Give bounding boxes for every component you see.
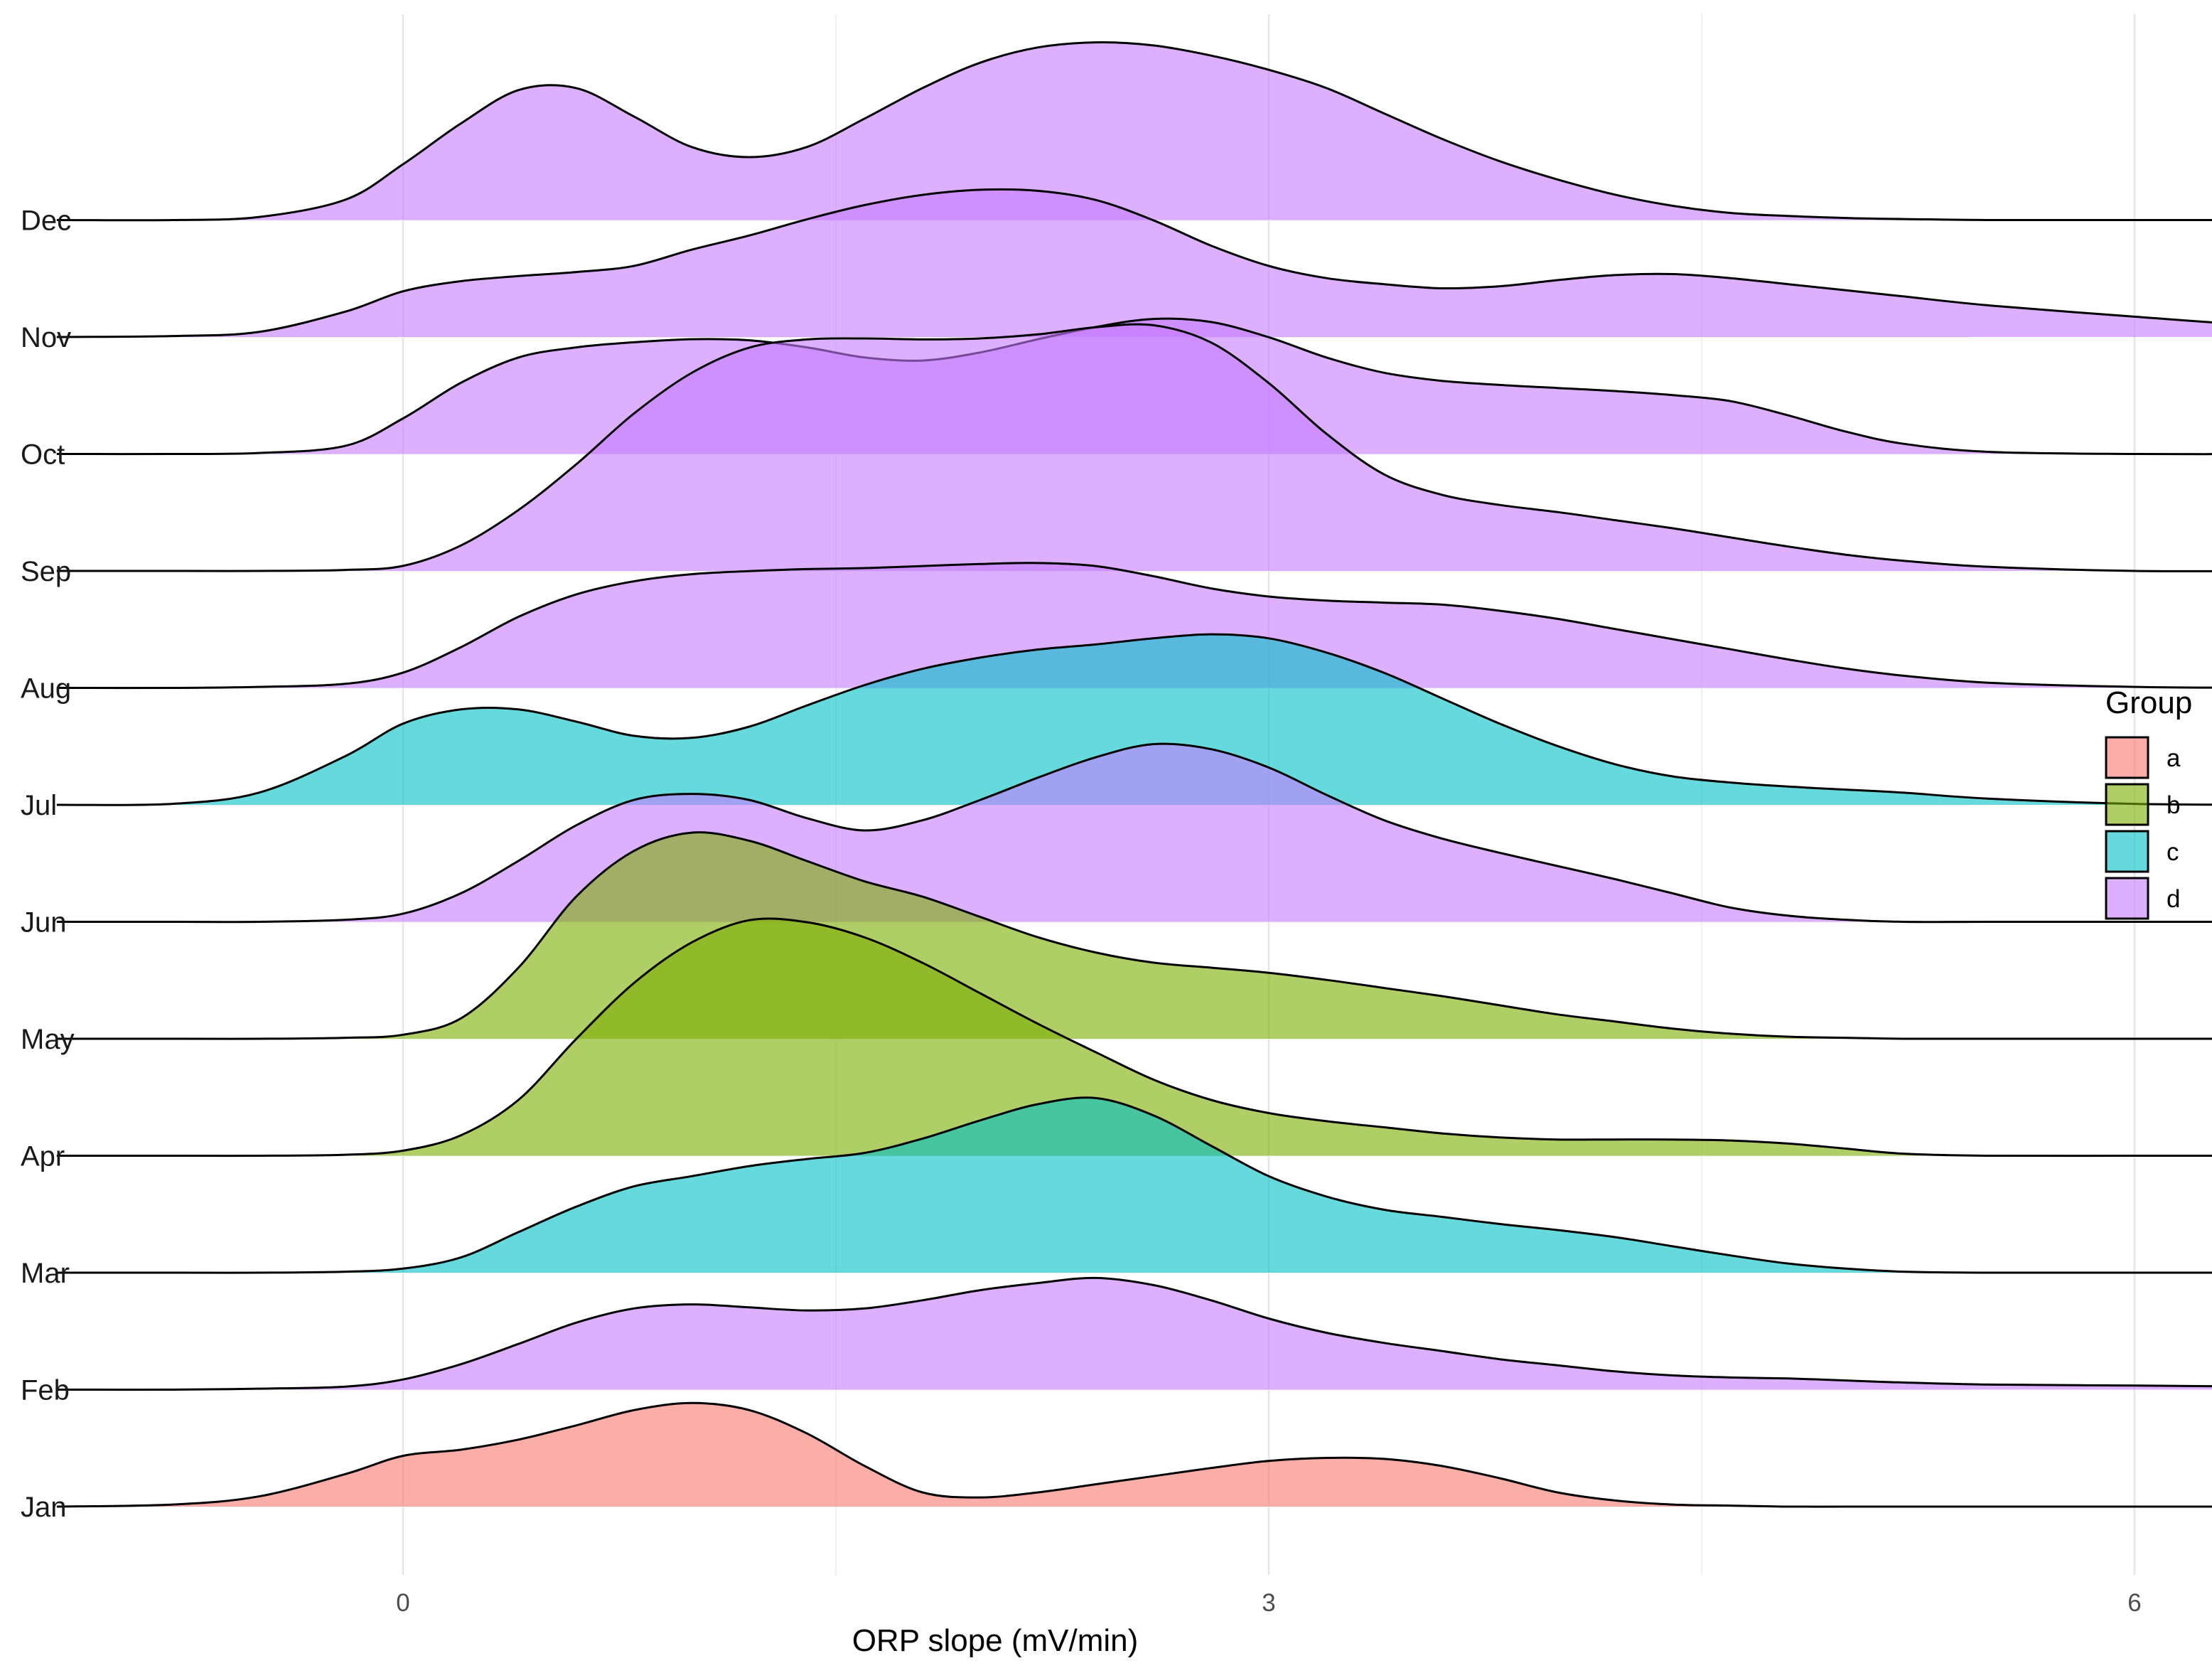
ridge-fill-may [56,832,2212,1039]
legend-key-d [2105,877,2149,920]
ridge-outline-aug [56,562,2212,690]
ridge-outline-jun [56,742,2212,924]
y-label-may: May [21,1024,75,1055]
ridge-outline-jul [56,633,2212,806]
y-label-aug: Aug [21,673,71,705]
x-tick-label: 3 [1262,1589,1275,1617]
ridge-fill-jul [56,634,2212,806]
ridge-sep [56,323,2212,572]
ridge-fill-aug [56,562,2212,688]
ridge-fill-mar [56,1097,2212,1273]
x-tick-label: 6 [2127,1589,2141,1617]
legend-key-a [2105,736,2149,779]
y-label-mar: Mar [21,1258,70,1289]
y-axis-labels: Jan Feb Mar Apr May Jun Jul Aug Sep Oct Nov Dec [21,205,75,1524]
x-axis-tick-labels: 0 3 6 [396,1589,2141,1617]
ridge-outline-mar [56,1096,2212,1274]
y-label-jun: Jun [21,907,67,939]
legend-label-a: a [2167,744,2181,772]
ridge-jan [56,1401,2212,1508]
y-label-feb: Feb [21,1375,70,1406]
y-label-nov: Nov [21,322,71,353]
y-label-apr: Apr [21,1141,65,1172]
legend-key-c [2105,830,2149,873]
ridge-fill-sep [56,324,2212,572]
ridge-fill-dec [56,42,2212,220]
ridge-outline-sep [56,323,2212,572]
ridge-outline-feb [56,1276,2212,1391]
ridge-fill-feb [56,1278,2212,1390]
y-label-sep: Sep [21,556,71,587]
ridge-outline-apr [56,917,2212,1158]
x-tick-label: 0 [396,1589,409,1617]
ridge-nov [56,188,2212,338]
legend-label-d: d [2167,885,2180,913]
ridge-fill-nov [56,189,2212,337]
ridge-aug [56,562,2212,690]
legend-title: Group [2105,685,2192,720]
ridge-outline-jan [56,1401,2212,1508]
y-label-dec: Dec [21,205,71,237]
ridge-outline-nov [56,188,2212,338]
ridge-fill-jan [56,1403,2212,1507]
y-label-jan: Jan [21,1492,67,1523]
y-label-oct: Oct [21,439,65,471]
legend-label-b: b [2167,791,2180,819]
ridge-outline-may [56,831,2212,1040]
ridge-feb [56,1276,2212,1391]
legend-label-c: c [2167,838,2179,866]
density-ridges [56,41,2212,1508]
x-axis-title: ORP slope (mV/min) [852,1623,1139,1658]
ridge-outline-dec [56,41,2212,222]
legend-key-b [2105,783,2149,826]
ridge-fill-apr [56,918,2212,1156]
y-label-jul: Jul [21,790,57,821]
ridge-mar [56,1096,2212,1274]
ridge-dec [56,41,2212,222]
ridge-may [56,831,2212,1040]
ridge-jul [56,633,2212,806]
ridge-apr [56,917,2212,1158]
ridge-outline-oct [56,317,2212,456]
